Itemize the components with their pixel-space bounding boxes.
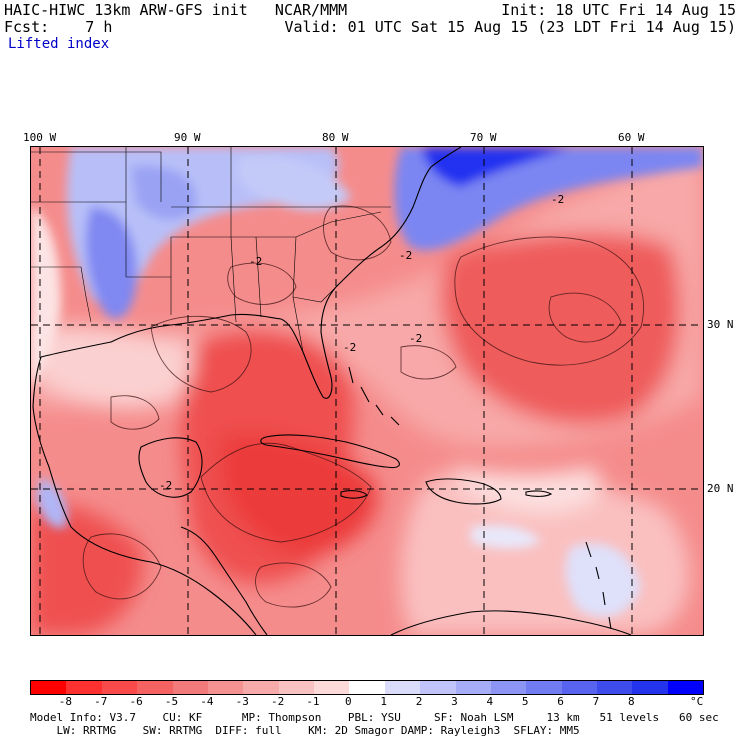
lon-label-80w: 80 W <box>322 131 349 144</box>
colorbar-tick-label: 6 <box>557 695 564 708</box>
colorbar-tick-label: 3 <box>451 695 458 708</box>
colorbar-swatch <box>31 681 67 694</box>
colorbar-tick-label: -8 <box>58 695 72 708</box>
colorbar-swatch <box>137 681 173 694</box>
colorbar-swatch <box>455 681 491 694</box>
colorbar-swatch <box>632 681 668 694</box>
colorbar <box>30 680 704 695</box>
colorbar-tick-label: -2 <box>270 695 285 708</box>
lat-lon-grid <box>31 147 703 635</box>
colorbar-swatch <box>384 681 421 694</box>
lifted-index-map: -2 -2 -2 -2 -2 -2 <box>30 146 704 636</box>
lon-label-100w: 100 W <box>23 131 57 144</box>
lon-label-70w: 70 W <box>470 131 497 144</box>
colorbar-swatch <box>314 681 350 694</box>
init-time: Init: 18 UTC Fri 14 Aug 15 <box>501 1 736 19</box>
colorbar-swatch <box>207 681 244 694</box>
colorbar-tick-label: -1 <box>306 695 320 708</box>
lon-label-90w: 90 W <box>174 131 201 144</box>
contour-label: -2 <box>249 255 262 268</box>
model-info-line2: LW: RRTMG SW: RRTMG DIFF: full KM: 2D Sm… <box>30 724 580 737</box>
colorbar-tick-label: -6 <box>129 695 143 708</box>
colorbar-swatch <box>349 681 385 694</box>
colorbar-swatch <box>490 681 527 694</box>
field-shading <box>31 147 703 635</box>
contour-label: -2 <box>343 341 356 354</box>
colorbar-swatch <box>667 681 704 694</box>
contour-label: -2 <box>399 249 412 262</box>
contour-value-labels: -2 -2 -2 -2 -2 -2 <box>159 193 564 492</box>
colorbar-swatch <box>278 681 314 694</box>
stable-areas <box>31 147 703 618</box>
colorbar-swatch <box>172 681 208 694</box>
colorbar-swatch <box>597 681 633 694</box>
colorbar-tick-label: 4 <box>486 695 494 708</box>
contour-label: -2 <box>409 332 422 345</box>
colorbar-swatch <box>526 681 562 694</box>
colorbar-swatch <box>420 681 456 694</box>
contour-label: -2 <box>159 479 172 492</box>
colorbar-swatch <box>561 681 597 694</box>
colorbar-tick-label: -4 <box>200 695 214 708</box>
colorbar-tick-label: 2 <box>415 695 423 708</box>
colorbar-tick-label: 5 <box>521 695 529 708</box>
colorbar-tick-label: 7 <box>592 695 600 708</box>
colorbar-tick-label: -3 <box>235 695 249 708</box>
valid-time: Valid: 01 UTC Sat 15 Aug 15 (23 LDT Fri … <box>284 18 736 36</box>
colorbar-tick-label: -5 <box>164 695 179 708</box>
colorbar-tick-label: 8 <box>627 695 635 708</box>
lat-label-30n: 30 N <box>707 318 734 331</box>
colorbar-tick-label: 1 <box>380 695 387 708</box>
contour-label: -2 <box>551 193 564 206</box>
forecast-hour: Fcst: 7 h <box>4 18 113 36</box>
coastlines <box>32 147 632 635</box>
state-borders <box>31 147 391 353</box>
colorbar-swatch <box>101 681 138 694</box>
colorbar-tick-label: 0 <box>345 695 352 708</box>
model-info-line1: Model Info: V3.7 CU: KF MP: Thompson PBL… <box>30 711 719 724</box>
colorbar-swatch <box>243 681 279 694</box>
lat-label-20n: 20 N <box>707 482 734 495</box>
colorbar-swatch <box>66 681 102 694</box>
colorbar-tick-label: -7 <box>94 695 108 708</box>
model-title: HAIC-HIWC 13km ARW-GFS init NCAR/MMM <box>4 1 348 19</box>
colorbar-unit: °C <box>690 695 704 708</box>
lon-label-60w: 60 W <box>618 131 645 144</box>
field-name: Lifted index <box>8 36 110 52</box>
